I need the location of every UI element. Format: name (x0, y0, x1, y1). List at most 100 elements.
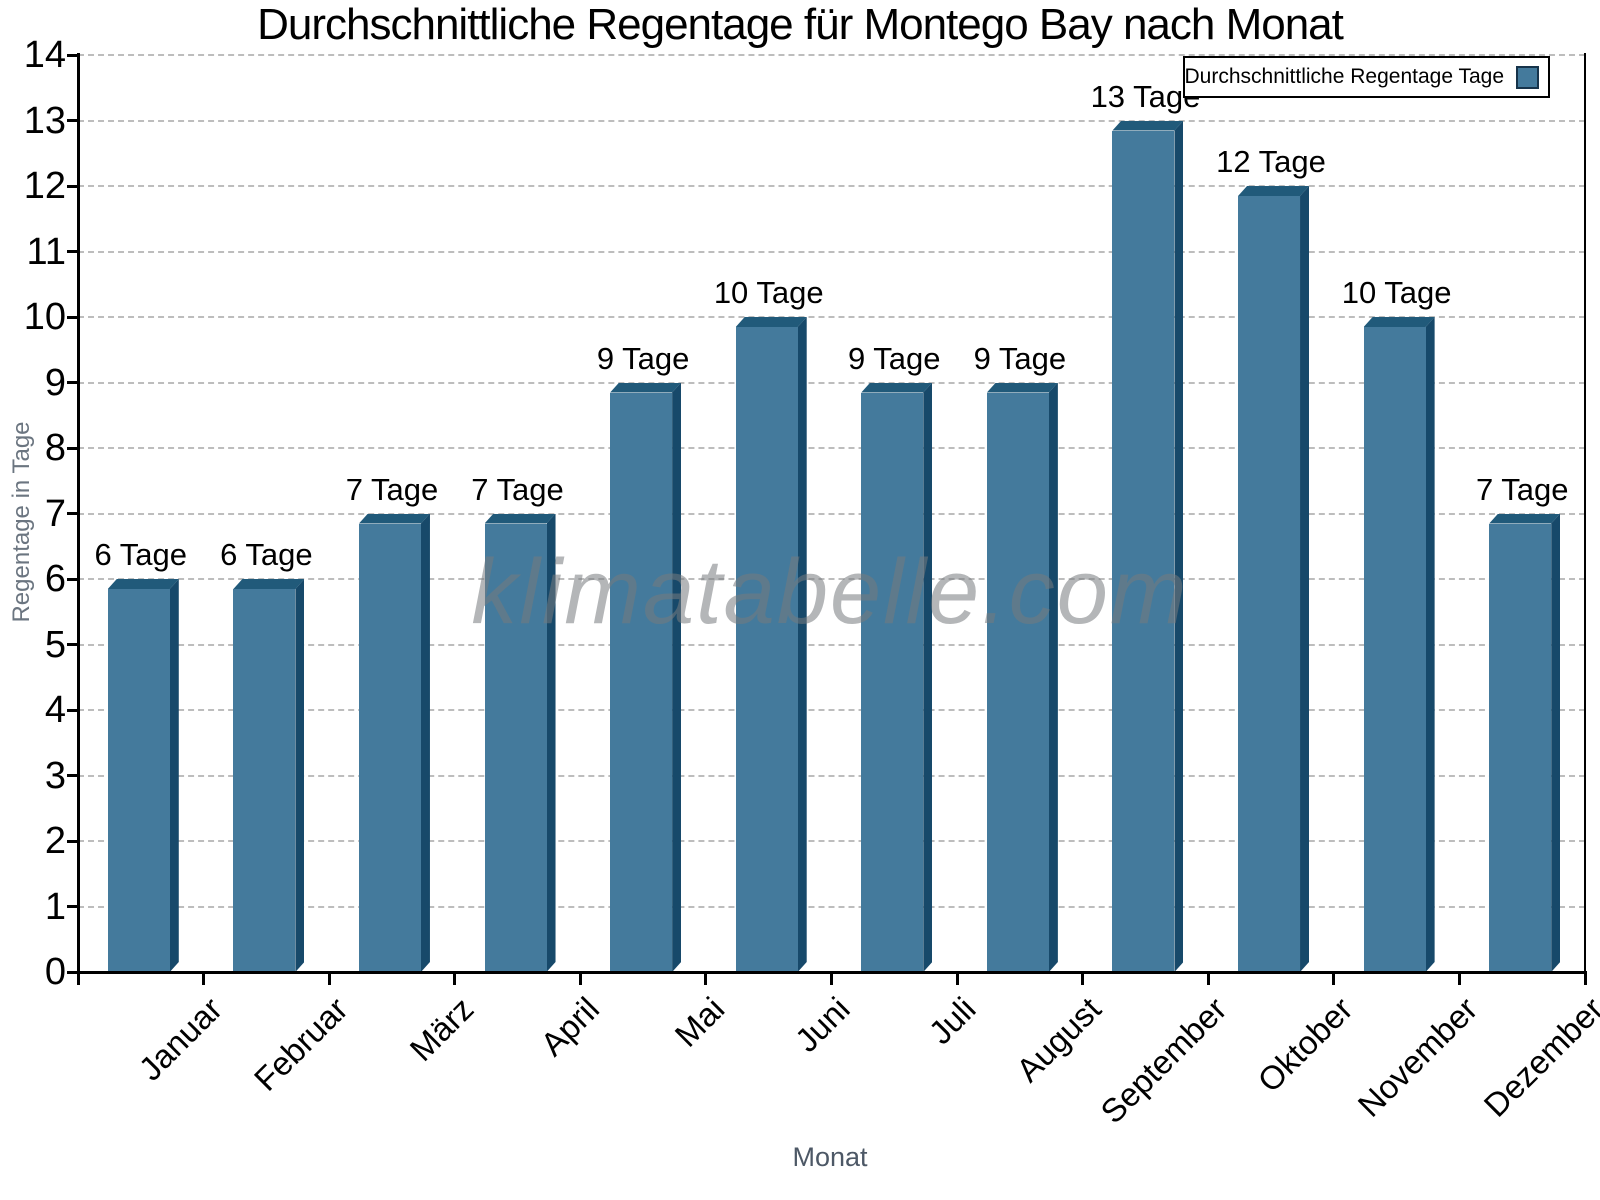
x-tick-mark-6 (830, 972, 833, 985)
bar-top-face (986, 382, 1058, 393)
legend-label: Durchschnittliche Regentage Tage (1184, 65, 1504, 88)
bar-value-label: 7 Tage (345, 471, 439, 507)
y-tick-mark-9 (67, 381, 78, 384)
bar-side-face (547, 514, 556, 973)
y-tick-mark-4 (67, 708, 78, 712)
bar-top-face (861, 382, 933, 393)
y-tick-label-13: 13 (23, 99, 66, 142)
x-tick-mark-12 (1583, 972, 1587, 985)
x-tick-label-April: April (532, 990, 606, 1063)
y-tick-mark-1 (67, 905, 78, 908)
bar-front-face (735, 327, 798, 972)
x-tick-mark-9 (1206, 972, 1210, 985)
y-tick-mark-8 (67, 446, 78, 450)
gridline-y7 (78, 512, 1585, 515)
y-tick-mark-0 (67, 970, 78, 974)
legend: Durchschnittliche Regentage Tage (1183, 56, 1550, 98)
bar-front-face (233, 589, 296, 972)
x-tick-label-Dezember: Dezember (1476, 990, 1600, 1124)
bar-value-label: 9 Tage (973, 340, 1067, 376)
bar-August (986, 382, 1058, 973)
bar-September (1112, 120, 1184, 973)
bar-side-face (170, 579, 179, 972)
bar-top-face (735, 317, 807, 327)
bar-side-face (1174, 121, 1183, 973)
bar-side-face (1426, 317, 1435, 972)
y-axis-line (76, 53, 80, 974)
x-tick-label-Januar: Januar (131, 990, 229, 1088)
bar-Mai (610, 382, 682, 973)
bar-value-label: 6 Tage (220, 537, 313, 572)
bar-value-label: 10 Tage (713, 275, 824, 310)
gridline-y10 (78, 316, 1585, 318)
bar-front-face (1489, 523, 1552, 972)
x-axis-title: Monat (792, 1142, 868, 1172)
bar-value-label: 10 Tage (1341, 275, 1452, 310)
bar-top-face (107, 579, 179, 589)
x-tick-label-Juni: Juni (787, 990, 857, 1059)
gridline-y2 (78, 840, 1585, 842)
gridline-y11 (78, 250, 1585, 253)
x-tick-label-Februar: Februar (246, 990, 355, 1098)
bar-November (1363, 317, 1435, 972)
bar-front-face (358, 523, 421, 972)
bar-front-face (986, 392, 1049, 972)
y-tick-mark-10 (67, 315, 78, 319)
bar-side-face (1049, 383, 1058, 973)
y-tick-label-6: 6 (44, 558, 66, 600)
x-tick-label-Mai: Mai (667, 990, 732, 1054)
y-tick-label-4: 4 (44, 689, 66, 731)
bar-top-face (1238, 186, 1310, 196)
x-tick-mark-0 (76, 972, 80, 985)
bar-top-face (358, 513, 430, 524)
bar-top-face (1112, 120, 1184, 131)
bar-side-face (672, 383, 681, 973)
y-axis-title: Regentage in Tage (8, 421, 35, 623)
bar-top-face (1363, 317, 1435, 327)
y-tick-label-2: 2 (44, 820, 66, 862)
bar-front-face (1112, 130, 1175, 972)
bar-top-face (1489, 513, 1561, 524)
x-tick-label-Juli: Juli (921, 990, 983, 1052)
x-tick-mark-1 (202, 972, 206, 985)
plot-right-border (1584, 53, 1586, 972)
x-axis-line (76, 970, 1587, 974)
bar-side-face (1300, 186, 1309, 972)
x-tick-mark-11 (1457, 972, 1461, 985)
gridline-y14 (78, 54, 1585, 56)
bar-front-face (1363, 327, 1426, 972)
x-tick-mark-2 (327, 972, 331, 985)
bar-Juli (861, 382, 933, 972)
x-tick-mark-3 (453, 972, 457, 985)
bar-side-face (798, 317, 807, 972)
bar-value-label: 13 Tage (1090, 78, 1201, 114)
y-tick-label-12: 12 (23, 165, 66, 207)
x-tick-mark-4 (578, 972, 582, 985)
x-tick-mark-8 (1081, 972, 1085, 985)
gridline-y9 (78, 381, 1585, 384)
y-tick-mark-7 (67, 512, 78, 515)
y-tick-label-5: 5 (44, 623, 66, 666)
bar-front-face (610, 392, 673, 972)
y-tick-label-7: 7 (44, 492, 66, 535)
x-tick-label-August: August (1009, 990, 1109, 1089)
gridline-y3 (78, 774, 1585, 777)
y-tick-label-0: 0 (44, 951, 66, 993)
chart-title: Durchschnittliche Regentage für Montego … (257, 0, 1344, 49)
y-tick-mark-6 (67, 577, 78, 581)
y-tick-mark-5 (67, 643, 78, 646)
y-tick-mark-11 (67, 250, 78, 253)
bar-April (484, 513, 556, 973)
gridline-y8 (78, 447, 1585, 449)
gridline-y13 (78, 119, 1585, 122)
bar-front-face (1238, 196, 1301, 972)
gridline-y6 (78, 578, 1585, 580)
bar-Januar (107, 579, 179, 972)
x-tick-label-Oktober: Oktober (1250, 990, 1360, 1100)
gridline-y5 (78, 643, 1585, 646)
bar-Dezember (1489, 513, 1561, 972)
x-tick-label-März: März (402, 990, 481, 1069)
y-tick-label-1: 1 (44, 885, 66, 928)
bar-value-label: 7 Tage (1475, 471, 1569, 507)
y-tick-mark-3 (67, 774, 78, 777)
